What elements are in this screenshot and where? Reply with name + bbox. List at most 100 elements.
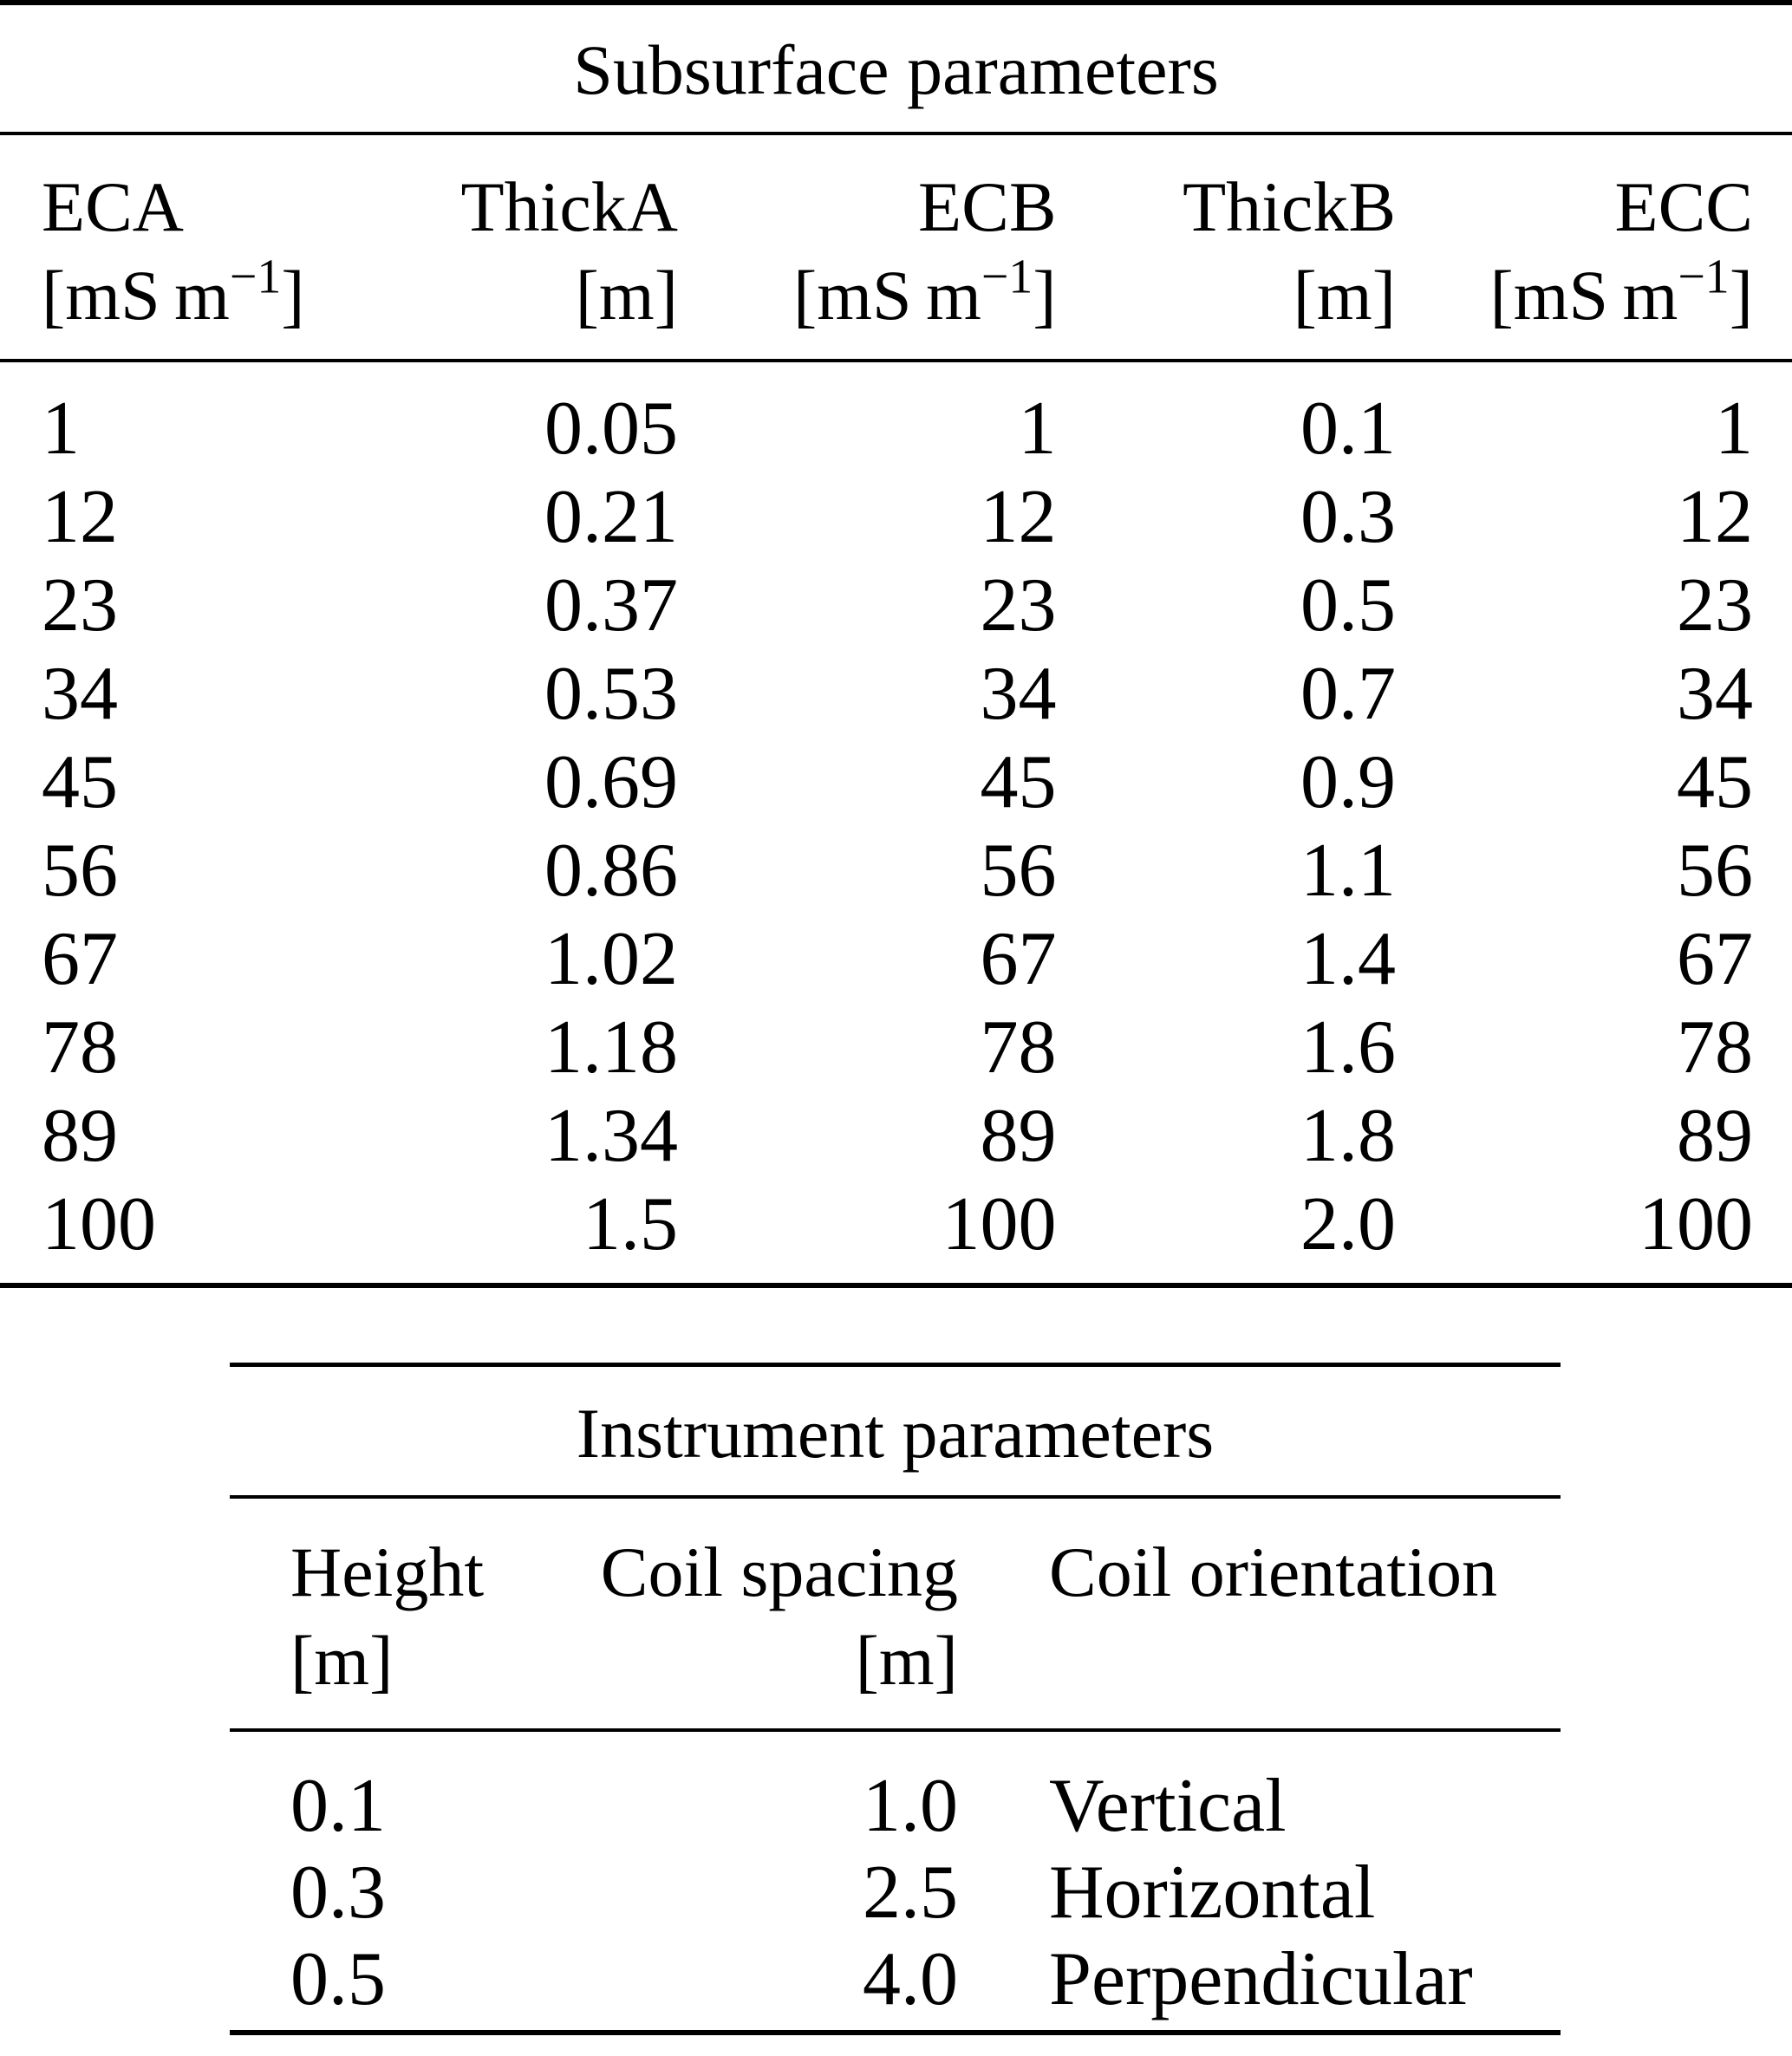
- table-cell: 12: [980, 475, 1057, 560]
- table-cell: 56: [1677, 829, 1753, 914]
- column-header-eca: ECA: [42, 167, 184, 246]
- unit-exponent: −1: [981, 250, 1033, 304]
- column-unit-ecc: [mS m−1]: [1396, 243, 1792, 363]
- table-cell: 34: [42, 652, 118, 737]
- table-cell: 89: [980, 1094, 1057, 1179]
- table-cell: Vertical: [1049, 1763, 1287, 1848]
- table-cell: 67: [42, 917, 118, 1002]
- unit-text-close: ]: [1729, 256, 1753, 335]
- table-row: 12 0.21 12 0.3 12: [0, 473, 1792, 562]
- table-cell: 0.3: [290, 1850, 386, 1935]
- table-cell: 89: [42, 1094, 118, 1179]
- subsurface-parameters-table: Subsurface parameters ECA ThickA ECB Thi…: [0, 0, 1792, 1289]
- table-cell: 45: [1677, 740, 1753, 825]
- column-unit-coil-spacing: [m]: [572, 1608, 958, 1732]
- table-cell: 1.4: [1300, 917, 1397, 1002]
- subsurface-table-header: ECA ThickA ECB ThickB ECC [mS m−1] [m] […: [0, 135, 1792, 363]
- column-unit-eca: [mS m−1]: [0, 243, 329, 363]
- column-header-coil-spacing: Coil spacing: [600, 1532, 958, 1612]
- table-row: 0.1 1.0 Vertical: [230, 1730, 1561, 1850]
- instrument-table-header: Height Coil spacing Coil orientation [m]…: [230, 1499, 1561, 1732]
- table-cell: 1.18: [544, 1005, 679, 1090]
- table-cell: 78: [1677, 1005, 1753, 1090]
- unit-text: [mS m: [42, 256, 230, 335]
- table-cell: 0.9: [1300, 740, 1397, 825]
- header-row: Height Coil spacing Coil orientation: [230, 1499, 1561, 1608]
- table-cell: 0.7: [1300, 652, 1397, 737]
- table-cell: 0.3: [1300, 475, 1397, 560]
- table-cell: 23: [42, 563, 118, 648]
- column-unit-ecb: [mS m−1]: [678, 243, 1057, 363]
- table-cell: 1.02: [544, 917, 679, 1002]
- table-row: 67 1.02 67 1.4 67: [0, 915, 1792, 1004]
- table-row: 56 0.86 56 1.1 56: [0, 827, 1792, 915]
- table-row: 45 0.69 45 0.9 45: [0, 738, 1792, 827]
- table-cell: 0.69: [544, 740, 679, 825]
- table-cell: 67: [980, 917, 1057, 1002]
- instrument-table-grid: Height Coil spacing Coil orientation [m]…: [230, 1499, 1561, 2029]
- table-cell: 100: [942, 1182, 1057, 1267]
- unit-text: [mS m: [792, 256, 981, 335]
- table-cell: 78: [980, 1005, 1057, 1090]
- instrument-table-body: 0.1 1.0 Vertical 0.3 2.5 Horizontal 0.5 …: [230, 1730, 1561, 2030]
- table-cell: 1.5: [583, 1182, 679, 1267]
- subsurface-table-body: 1 0.05 1 0.1 1 12 0.21 12 0.3 12 23 0.37…: [0, 361, 1792, 1283]
- unit-text-close: ]: [281, 256, 305, 335]
- column-unit-height: [m]: [230, 1608, 572, 1732]
- table-cell: Horizontal: [1049, 1850, 1376, 1935]
- table-cell: 1: [42, 387, 80, 472]
- column-header-height: Height: [290, 1532, 485, 1612]
- table-cell: 4.0: [863, 1936, 958, 2021]
- table-title: Instrument parameters: [230, 1367, 1561, 1500]
- unit-exponent: −1: [1678, 250, 1730, 304]
- column-unit-thicka: [m]: [328, 243, 679, 363]
- table-cell: 1.8: [1300, 1094, 1397, 1179]
- table-cell: 2.0: [1300, 1182, 1397, 1267]
- header-row: ECA ThickA ECB ThickB ECC: [0, 135, 1792, 243]
- table-cell: 0.53: [544, 652, 679, 737]
- table-cell: 12: [42, 475, 118, 560]
- table-cell: Perpendicular: [1049, 1936, 1473, 2021]
- table-cell: 0.5: [1300, 563, 1397, 648]
- table-cell: 0.05: [544, 387, 679, 472]
- unit-text: [m]: [575, 256, 679, 335]
- table-cell: 23: [1677, 563, 1753, 648]
- table-cell: 1.34: [544, 1094, 679, 1179]
- table-row: 100 1.5 100 2.0 100: [0, 1181, 1792, 1283]
- column-unit-coil-orientation: [958, 1608, 1561, 1732]
- table-cell: 34: [980, 652, 1057, 737]
- table-cell: 23: [980, 563, 1057, 648]
- unit-text: [m]: [1293, 256, 1397, 335]
- table-row: 0.5 4.0 Perpendicular: [230, 1936, 1561, 2030]
- table-cell: 0.5: [290, 1936, 386, 2021]
- column-header-ecc: ECC: [1614, 167, 1753, 246]
- units-row: [m] [m]: [230, 1608, 1561, 1732]
- table-cell: 0.1: [1300, 387, 1397, 472]
- unit-text: [mS m: [1489, 256, 1678, 335]
- table-cell: 100: [1639, 1182, 1753, 1267]
- table-cell: 1.1: [1300, 829, 1397, 914]
- unit-exponent: −1: [229, 250, 282, 304]
- column-header-thicka: ThickA: [460, 167, 679, 246]
- table-cell: 0.21: [544, 475, 679, 560]
- table-cell: 78: [42, 1005, 118, 1090]
- table-cell: 12: [1677, 475, 1753, 560]
- table-cell: 1.0: [863, 1763, 958, 1848]
- table-row: 89 1.34 89 1.8 89: [0, 1092, 1792, 1181]
- units-row: [mS m−1] [m] [mS m−1] [m] [mS m−1]: [0, 243, 1792, 363]
- table-cell: 89: [1677, 1094, 1753, 1179]
- table-row: 34 0.53 34 0.7 34: [0, 650, 1792, 738]
- table-cell: 56: [42, 829, 118, 914]
- subsurface-table-grid: ECA ThickA ECB ThickB ECC [mS m−1] [m] […: [0, 135, 1792, 1283]
- table-row: 23 0.37 23 0.5 23: [0, 562, 1792, 650]
- table-cell: 1: [1018, 387, 1057, 472]
- instrument-parameters-table: Instrument parameters Height Coil spacin…: [230, 1363, 1561, 2035]
- unit-text-close: ]: [1033, 256, 1057, 335]
- table-cell: 2.5: [863, 1850, 958, 1935]
- column-header-ecb: ECB: [918, 167, 1057, 246]
- table-cell: 45: [42, 740, 118, 825]
- table-row: 0.3 2.5 Horizontal: [230, 1850, 1561, 1936]
- table-cell: 34: [1677, 652, 1753, 737]
- column-header-coil-orientation: Coil orientation: [1049, 1532, 1497, 1612]
